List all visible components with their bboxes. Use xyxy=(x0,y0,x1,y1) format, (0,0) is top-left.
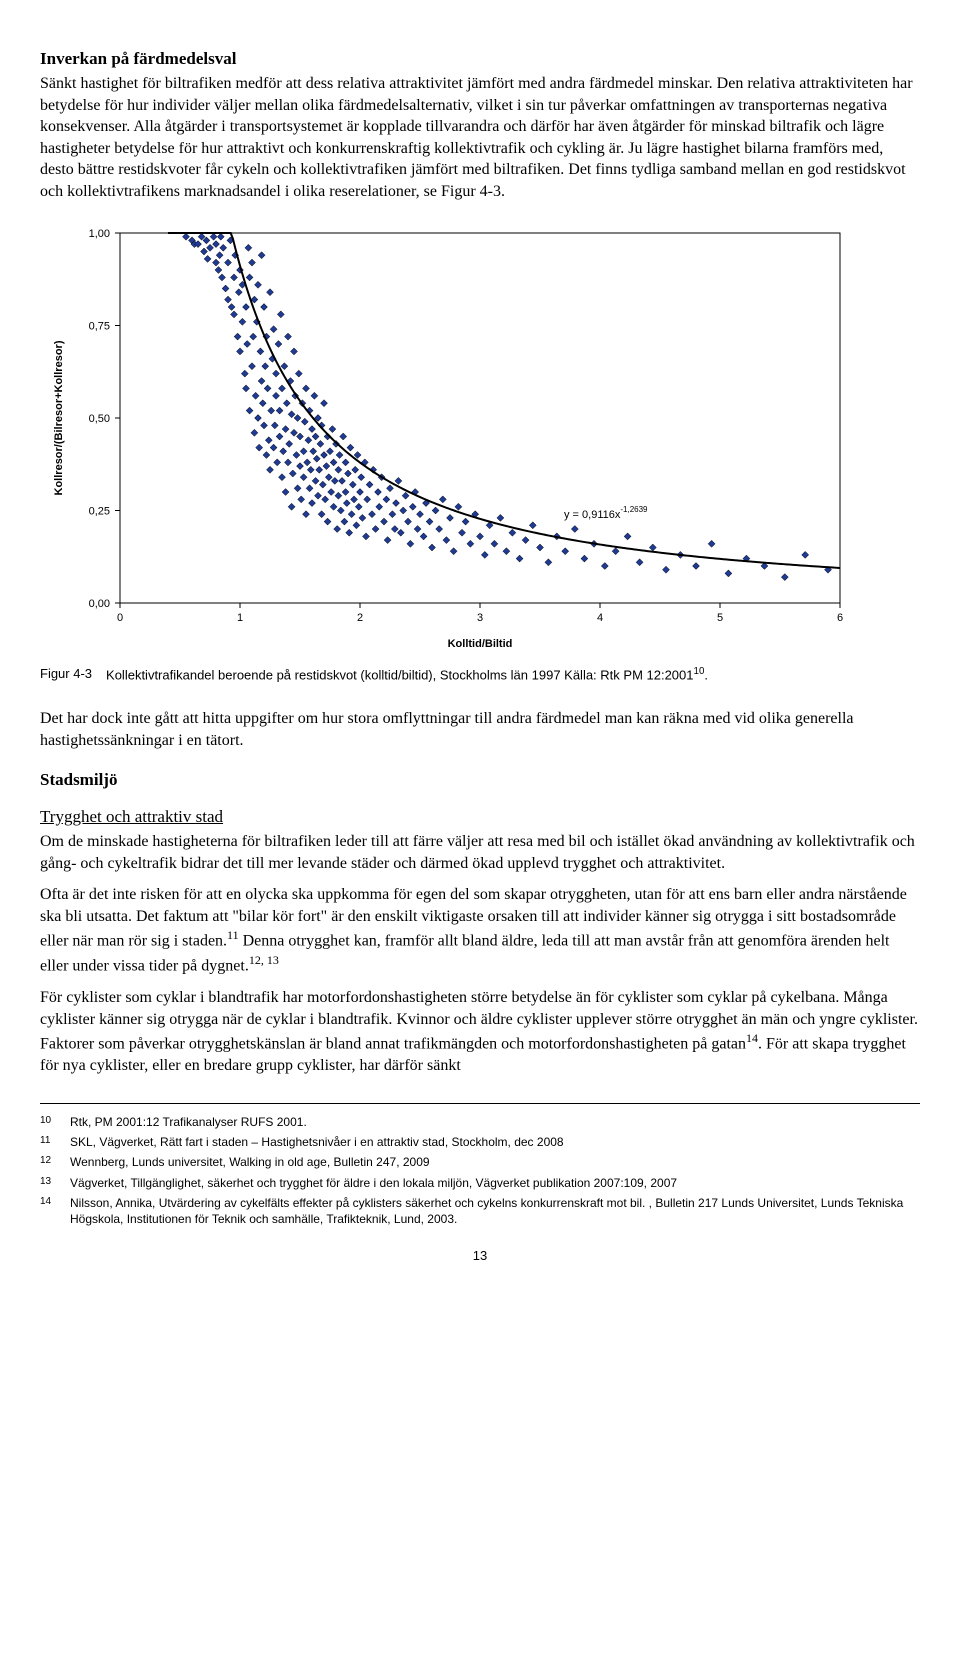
footnote: 12Wennberg, Lunds universitet, Walking i… xyxy=(40,1154,920,1170)
svg-text:1: 1 xyxy=(237,612,243,624)
svg-text:4: 4 xyxy=(597,612,603,624)
footnotes: 10Rtk, PM 2001:12 Trafikanalyser RUFS 20… xyxy=(40,1103,920,1227)
page-number: 13 xyxy=(40,1247,920,1265)
figure-caption: Figur 4-3 Kollektivtrafikandel beroende … xyxy=(40,665,920,684)
footnote: 13Vägverket, Tillgänglighet, säkerhet oc… xyxy=(40,1175,920,1191)
scatter-chart: 0,00 0,25 0,50 0,75 1,00 0 1 2 3 4 5 6 Kolltid/Bilti… xyxy=(40,223,920,660)
footnote: 14Nilsson, Annika, Utvärdering av cykelf… xyxy=(40,1195,920,1227)
svg-text:3: 3 xyxy=(477,612,483,624)
paragraph-stadsmiljo-1a: Om de minskade hastigheterna för biltraf… xyxy=(40,831,920,874)
paragraph-stadsmiljo-2: För cyklister som cyklar i blandtrafik h… xyxy=(40,987,920,1077)
svg-text:Kollresor/(Bilresor+Kollresor): Kollresor/(Bilresor+Kollresor) xyxy=(53,340,65,495)
svg-text:0,75: 0,75 xyxy=(89,320,110,332)
svg-text:0: 0 xyxy=(117,612,123,624)
svg-text:6: 6 xyxy=(837,612,843,624)
svg-text:Kolltid/Biltid: Kolltid/Biltid xyxy=(448,638,513,650)
svg-text:0,25: 0,25 xyxy=(89,505,110,517)
svg-text:1,00: 1,00 xyxy=(89,228,110,240)
figure-label: Figur 4-3 xyxy=(40,665,92,684)
svg-text:0,50: 0,50 xyxy=(89,413,110,425)
figure-caption-text: Kollektivtrafikandel beroende på restids… xyxy=(106,665,708,684)
svg-text:2: 2 xyxy=(357,612,363,624)
paragraph-stadsmiljo-1b: Ofta är det inte risken för att en olyck… xyxy=(40,884,920,977)
paragraph-fardmedelsval: Sänkt hastighet för biltrafiken medför a… xyxy=(40,73,920,203)
svg-text:0,00: 0,00 xyxy=(89,598,110,610)
section-heading-stadsmiljo: Stadsmiljö xyxy=(40,769,920,792)
footnote: 11SKL, Vägverket, Rätt fart i staden – H… xyxy=(40,1134,920,1150)
section-heading-fardmedelsval: Inverkan på färdmedelsval xyxy=(40,48,920,71)
svg-text:5: 5 xyxy=(717,612,723,624)
subheading-trygghet: Trygghet och attraktiv stad xyxy=(40,806,920,829)
paragraph-after-chart: Det har dock inte gått att hitta uppgift… xyxy=(40,708,920,751)
footnote: 10Rtk, PM 2001:12 Trafikanalyser RUFS 20… xyxy=(40,1114,920,1130)
